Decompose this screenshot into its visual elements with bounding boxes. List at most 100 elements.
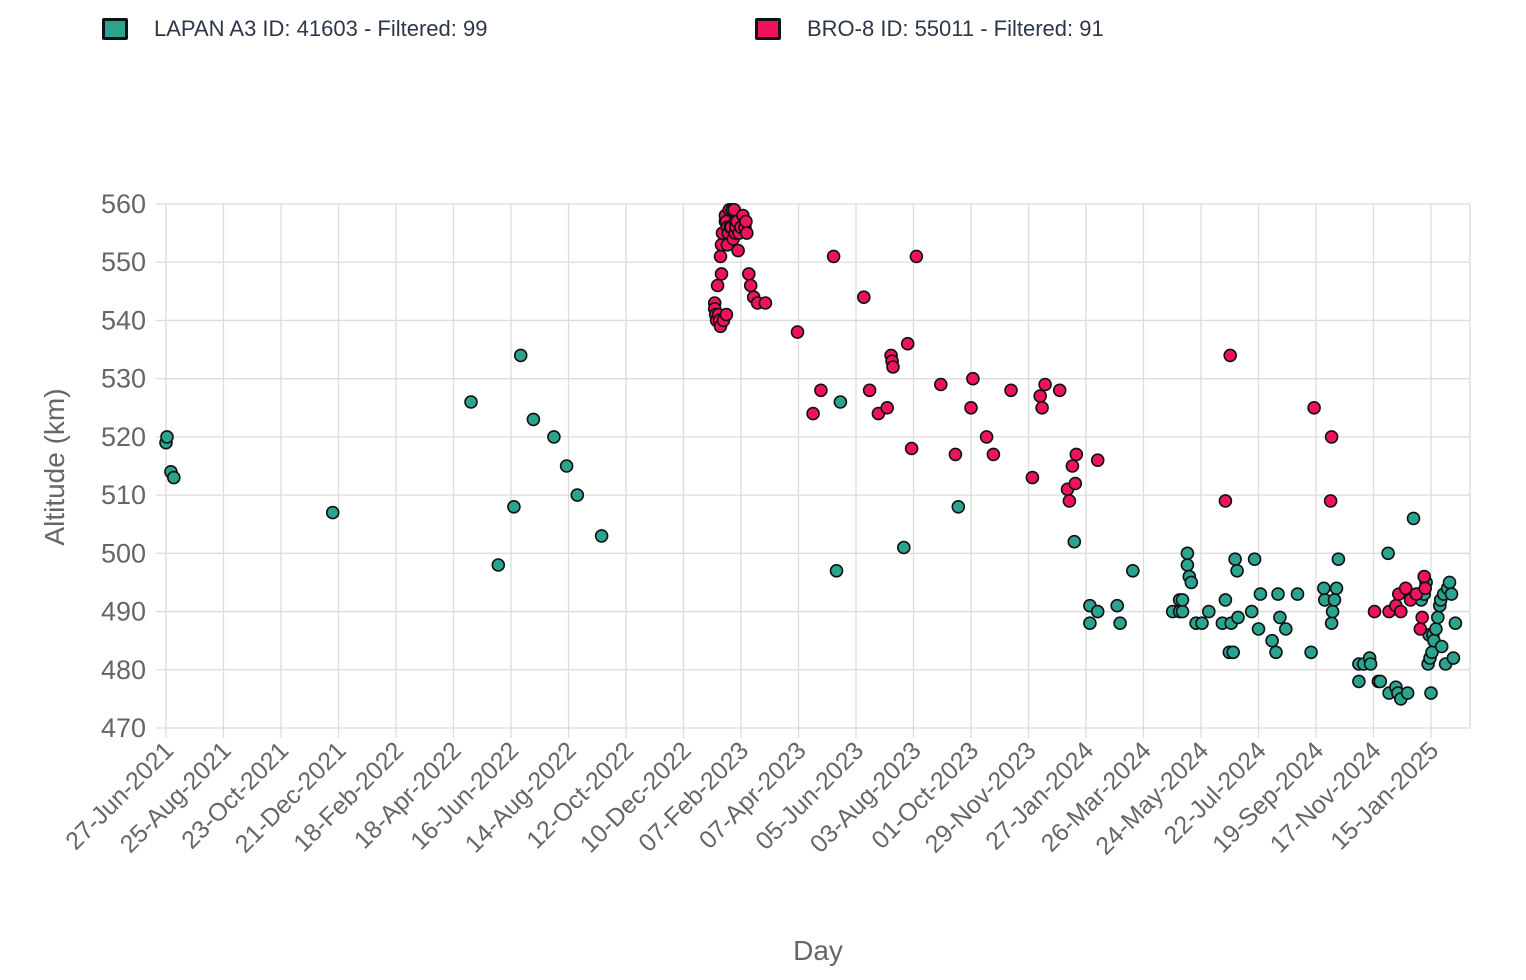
lapan-a3-point[interactable] xyxy=(507,499,521,514)
bro-8-point[interactable] xyxy=(731,243,745,258)
lapan-a3-point[interactable] xyxy=(526,412,541,427)
lapan-a3-point[interactable] xyxy=(1180,558,1195,572)
legend-item-lapan-a3[interactable]: LAPAN A3 ID: 41603 - Filtered: 99 xyxy=(102,16,487,42)
lapan-a3-point[interactable] xyxy=(1429,622,1443,636)
lapan-a3-point[interactable] xyxy=(1373,674,1388,689)
lapan-a3-point[interactable] xyxy=(1180,546,1195,561)
bro-8-point[interactable] xyxy=(1035,400,1049,415)
lapan-a3-point[interactable] xyxy=(1067,534,1082,549)
lapan-a3-point[interactable] xyxy=(559,459,574,473)
lapan-a3-point[interactable] xyxy=(1271,587,1285,601)
lapan-a3-point[interactable] xyxy=(1442,575,1457,590)
bro-8-point[interactable] xyxy=(713,249,728,264)
bro-8-point[interactable] xyxy=(1052,383,1067,398)
bro-8-point[interactable] xyxy=(1415,610,1429,625)
lapan-a3-point[interactable] xyxy=(951,499,966,514)
lapan-a3-point[interactable] xyxy=(896,540,911,555)
lapan-a3-point[interactable] xyxy=(1352,674,1366,689)
lapan-a3-point[interactable] xyxy=(1195,616,1209,631)
lapan-a3-point[interactable] xyxy=(1184,575,1199,590)
lapan-a3-point[interactable] xyxy=(1331,552,1346,567)
lapan-a3-point[interactable] xyxy=(1230,563,1244,578)
bro-8-point[interactable] xyxy=(862,383,877,398)
lapan-a3-point[interactable] xyxy=(1279,622,1293,636)
bro-8-point[interactable] xyxy=(758,296,773,310)
bro-8-point[interactable] xyxy=(790,325,805,339)
lapan-a3-point[interactable] xyxy=(1448,616,1463,631)
lapan-a3-point[interactable] xyxy=(1304,645,1318,660)
bro-8-point[interactable] xyxy=(1068,476,1083,491)
lapan-a3-point[interactable] xyxy=(464,395,478,409)
lapan-a3-point[interactable] xyxy=(570,488,585,502)
lapan-a3-point[interactable] xyxy=(1325,604,1340,619)
bro-8-point[interactable] xyxy=(964,400,978,415)
bro-8-point[interactable] xyxy=(900,336,915,351)
bro-8-point[interactable] xyxy=(1367,604,1382,619)
bro-8-point[interactable] xyxy=(886,360,900,374)
lapan-a3-point[interactable] xyxy=(1126,563,1140,578)
lapan-a3-point[interactable] xyxy=(1083,616,1097,631)
lapan-a3-point[interactable] xyxy=(1226,645,1240,660)
lapan-a3-point[interactable] xyxy=(547,430,561,444)
lapan-a3-point[interactable] xyxy=(1329,581,1344,596)
bro-8-point[interactable] xyxy=(1417,569,1431,584)
bro-8-point[interactable] xyxy=(979,430,994,444)
lapan-a3-point[interactable] xyxy=(160,430,174,444)
bro-8-point[interactable] xyxy=(880,400,895,415)
bro-8-point[interactable] xyxy=(904,441,919,456)
bro-8-point[interactable] xyxy=(856,290,871,305)
lapan-a3-point[interactable] xyxy=(833,395,848,409)
lapan-a3-point[interactable] xyxy=(1175,604,1190,619)
bro-8-point[interactable] xyxy=(710,278,725,293)
bro-8-point[interactable] xyxy=(1069,447,1084,462)
lapan-a3-point[interactable] xyxy=(1446,651,1461,665)
lapan-a3-point[interactable] xyxy=(491,558,506,572)
bro-8-point[interactable] xyxy=(826,249,841,264)
bro-8-point[interactable] xyxy=(966,371,980,386)
lapan-a3-point[interactable] xyxy=(1317,581,1331,596)
bro-8-point[interactable] xyxy=(1394,604,1408,619)
lapan-a3-point[interactable] xyxy=(1327,593,1342,607)
lapan-a3-point[interactable] xyxy=(1434,639,1449,654)
bro-8-point[interactable] xyxy=(741,267,756,281)
bro-8-point[interactable] xyxy=(948,447,963,462)
lapan-a3-point[interactable] xyxy=(1444,587,1459,601)
lapan-a3-point[interactable] xyxy=(1290,587,1305,601)
lapan-a3-point[interactable] xyxy=(1202,604,1216,619)
lapan-a3-point[interactable] xyxy=(1324,616,1339,631)
bro-8-point[interactable] xyxy=(933,377,948,392)
bro-8-point[interactable] xyxy=(1033,389,1047,403)
lapan-a3-point[interactable] xyxy=(1265,633,1279,648)
bro-8-point[interactable] xyxy=(986,447,1001,462)
bro-8-point[interactable] xyxy=(909,249,924,264)
bro-8-point[interactable] xyxy=(1025,470,1040,485)
legend-item-bro-8[interactable]: BRO-8 ID: 55011 - Filtered: 91 xyxy=(755,16,1104,42)
lapan-a3-point[interactable] xyxy=(1110,598,1124,613)
bro-8-point[interactable] xyxy=(1218,494,1233,508)
bro-8-point[interactable] xyxy=(739,226,754,240)
lapan-a3-point[interactable] xyxy=(1273,610,1287,625)
bro-8-point[interactable] xyxy=(1004,383,1018,398)
lapan-a3-point[interactable] xyxy=(1424,686,1438,700)
lapan-a3-point[interactable] xyxy=(1363,657,1378,671)
lapan-a3-point[interactable] xyxy=(325,505,340,520)
bro-8-point[interactable] xyxy=(1323,494,1338,508)
bro-8-point[interactable] xyxy=(1065,459,1080,473)
bro-8-point[interactable] xyxy=(743,278,758,293)
bro-8-point[interactable] xyxy=(1223,348,1237,363)
lapan-a3-point[interactable] xyxy=(1406,511,1421,526)
lapan-a3-point[interactable] xyxy=(1253,587,1268,601)
bro-8-point[interactable] xyxy=(1090,453,1105,468)
bro-8-point[interactable] xyxy=(1324,430,1339,444)
bro-8-point[interactable] xyxy=(1413,622,1428,636)
bro-8-point[interactable] xyxy=(1398,581,1413,596)
lapan-a3-point[interactable] xyxy=(594,529,609,543)
lapan-a3-point[interactable] xyxy=(167,470,181,485)
lapan-a3-point[interactable] xyxy=(1431,610,1445,625)
lapan-a3-point[interactable] xyxy=(1228,552,1242,567)
lapan-a3-point[interactable] xyxy=(829,563,844,578)
bro-8-point[interactable] xyxy=(714,267,729,281)
lapan-a3-point[interactable] xyxy=(1269,645,1283,660)
bro-8-point[interactable] xyxy=(739,214,753,229)
lapan-a3-point[interactable] xyxy=(1175,593,1190,607)
